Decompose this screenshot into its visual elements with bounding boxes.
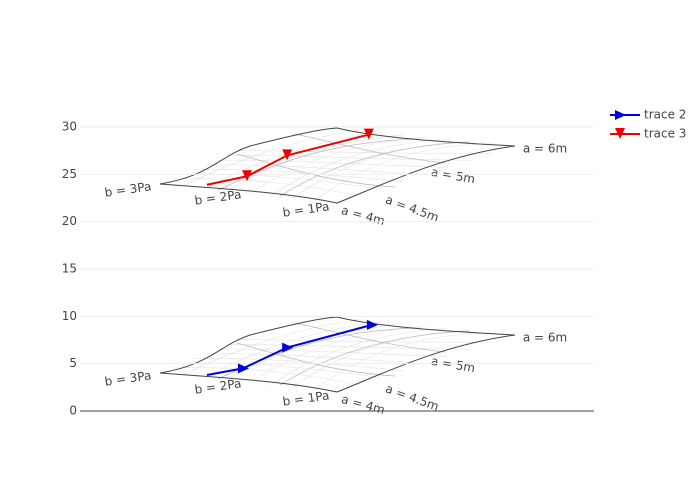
a-label: a = 6m <box>523 331 567 345</box>
marker <box>242 170 253 182</box>
line <box>206 133 370 186</box>
carpet-fine-line <box>227 344 471 350</box>
marker <box>282 342 294 353</box>
carpet-grid-line <box>217 327 421 380</box>
carpet-fine-line <box>292 330 471 388</box>
carpet-outline <box>159 145 516 204</box>
a-label: a = 5m <box>430 354 476 375</box>
y-tick-label: 30 <box>62 120 77 134</box>
carpet-outline <box>159 316 516 374</box>
carpet-outline <box>159 334 516 393</box>
carpet-fine-line <box>204 353 427 364</box>
marker <box>363 128 374 140</box>
y-tick-label: 25 <box>62 167 77 181</box>
line <box>206 323 373 377</box>
marker <box>615 128 625 139</box>
carpet-fine-line <box>193 358 404 371</box>
carpet-fine-line <box>182 173 382 190</box>
carpet-fine-line <box>270 327 449 386</box>
a-label: a = 4m <box>340 392 386 417</box>
a-label: a = 5m <box>430 165 476 186</box>
carpet-fine-line <box>292 141 471 199</box>
carpet-fine-line <box>171 178 360 197</box>
b-label: b = 1Pa <box>282 199 330 219</box>
carpet-fine-line <box>204 321 382 379</box>
legend-label: trace 2 <box>644 108 686 122</box>
carpet-fine-line <box>181 129 360 187</box>
y-tick-label: 10 <box>62 309 77 323</box>
carpet-grid-line <box>279 330 471 386</box>
carpet-fine-line <box>270 138 449 197</box>
carpet-fine-line <box>216 159 449 168</box>
carpet-grid-line <box>236 342 396 377</box>
b-label: b = 3Pa <box>104 179 152 199</box>
carpet-fine-line <box>171 367 360 386</box>
carpet-fine-line <box>238 150 493 154</box>
carpet-fine-line <box>181 318 360 376</box>
a-label: a = 4.5m <box>384 381 441 413</box>
b-label: b = 2Pa <box>194 376 242 396</box>
b-label: b = 3Pa <box>104 368 152 388</box>
carpet-outline <box>159 127 516 185</box>
carpet-fine-line <box>238 339 493 343</box>
carpet-grid-line <box>217 138 421 191</box>
carpet-grid-line <box>279 141 471 197</box>
y-tick-label: 0 <box>69 404 77 418</box>
marker <box>237 363 249 374</box>
a-label: a = 6m <box>523 142 567 156</box>
marker <box>615 110 626 120</box>
carpet-fine-line <box>204 164 427 175</box>
carpet-fine-line <box>314 143 493 201</box>
y-tick-label: 15 <box>62 262 77 276</box>
b-label: b = 1Pa <box>282 388 330 408</box>
y-tick-label: 20 <box>62 214 77 228</box>
carpet-grid-line <box>236 153 396 188</box>
carpet-grid-line <box>294 322 446 353</box>
carpet: b = 1Pa b = 2Pa b = 3Pa a = 4ma = 4.5m a = 5… <box>104 316 567 417</box>
carpet-fine-line <box>182 362 382 379</box>
carpet-fine-line <box>193 169 404 182</box>
y-tick-label: 5 <box>69 356 77 370</box>
marker <box>282 149 293 161</box>
b-label: b = 2Pa <box>194 187 242 207</box>
legend-label: trace 3 <box>644 127 686 141</box>
a-label: a = 4m <box>340 203 386 228</box>
carpet-fine-line <box>314 332 493 390</box>
carpet-fine-line <box>227 155 471 161</box>
carpet-grid-line <box>294 133 446 164</box>
marker <box>366 319 378 330</box>
carpet-fine-line <box>216 348 449 357</box>
a-label: a = 4.5m <box>384 192 441 224</box>
